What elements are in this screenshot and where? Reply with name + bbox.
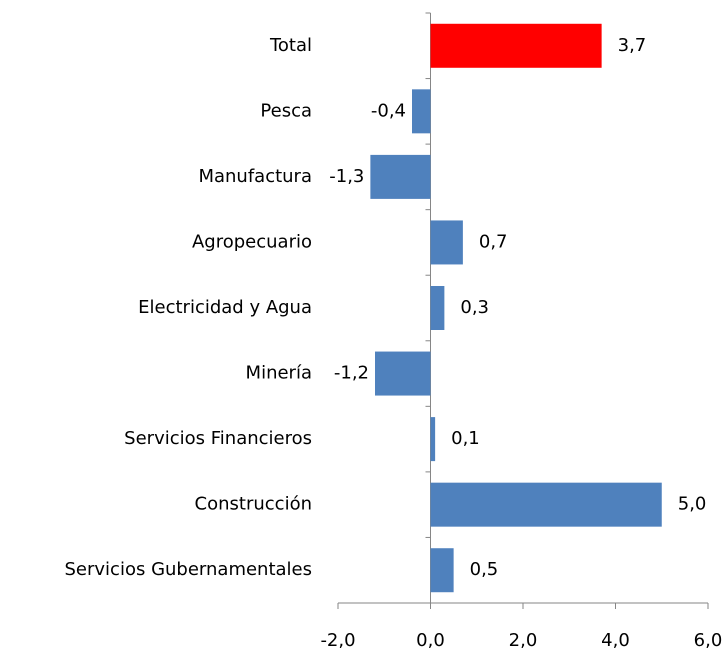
- bar: [430, 417, 436, 462]
- x-tick-label: 2,0: [509, 630, 538, 651]
- data-label: 0,3: [460, 297, 489, 318]
- bar: [430, 482, 662, 527]
- x-tick-label: 4,0: [601, 630, 630, 651]
- category-label: Total: [269, 35, 312, 56]
- data-label: 5,0: [678, 494, 707, 515]
- data-label: 0,1: [451, 428, 480, 449]
- x-tick-label: 0,0: [416, 630, 445, 651]
- x-tick-label: 6,0: [694, 630, 723, 651]
- category-label: Servicios Gubernamentales: [65, 559, 313, 580]
- bar: [370, 154, 431, 199]
- bar: [412, 89, 431, 134]
- category-label: Electricidad y Agua: [138, 297, 312, 318]
- data-label: -0,4: [371, 100, 406, 121]
- bar: [430, 548, 454, 593]
- data-label: 0,5: [470, 559, 499, 580]
- bar: [430, 23, 602, 68]
- bar: [430, 220, 463, 265]
- category-label: Manufactura: [198, 166, 312, 187]
- data-label: -1,2: [334, 363, 369, 384]
- category-label: Minería: [246, 363, 312, 384]
- x-tick-label: -2,0: [320, 630, 355, 651]
- bar: [430, 286, 445, 330]
- category-label: Servicios Financieros: [124, 428, 312, 449]
- bar: [375, 351, 431, 396]
- data-label: 3,7: [618, 35, 647, 56]
- category-label: Construcción: [195, 494, 312, 515]
- data-label: 0,7: [479, 231, 508, 252]
- category-label: Pesca: [260, 100, 312, 121]
- category-label: Agropecuario: [192, 231, 312, 252]
- data-label: -1,3: [329, 166, 364, 187]
